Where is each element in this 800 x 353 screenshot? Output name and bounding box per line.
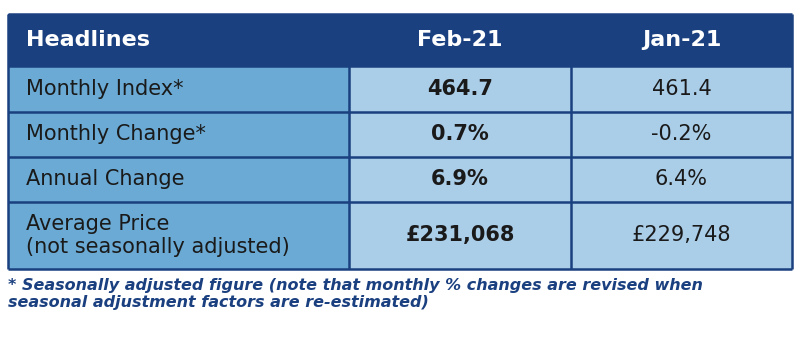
Bar	[8, 157, 349, 202]
Bar	[349, 66, 571, 112]
Bar	[571, 66, 792, 112]
Bar	[8, 14, 792, 66]
Text: 6.4%: 6.4%	[655, 169, 708, 189]
Bar	[8, 66, 349, 112]
Text: £229,748: £229,748	[632, 226, 731, 245]
Text: 464.7: 464.7	[427, 79, 493, 99]
Text: Annual Change: Annual Change	[26, 169, 184, 189]
Text: * Seasonally adjusted figure (note that monthly % changes are revised when
seaso: * Seasonally adjusted figure (note that …	[8, 278, 703, 310]
Text: Monthly Index*: Monthly Index*	[26, 79, 183, 99]
Text: Feb-21: Feb-21	[418, 30, 502, 50]
Text: 461.4: 461.4	[651, 79, 711, 99]
Bar	[571, 112, 792, 157]
Bar	[349, 202, 571, 269]
Text: £231,068: £231,068	[406, 226, 514, 245]
Text: Jan-21: Jan-21	[642, 30, 721, 50]
Bar	[571, 157, 792, 202]
Text: Headlines: Headlines	[26, 30, 150, 50]
Text: 6.9%: 6.9%	[431, 169, 489, 189]
Text: -0.2%: -0.2%	[651, 124, 712, 144]
Text: Average Price
(not seasonally adjusted): Average Price (not seasonally adjusted)	[26, 214, 290, 257]
Bar	[571, 202, 792, 269]
Bar	[8, 202, 349, 269]
Text: Monthly Change*: Monthly Change*	[26, 124, 206, 144]
Bar	[349, 157, 571, 202]
Bar	[8, 112, 349, 157]
Bar	[349, 112, 571, 157]
Text: 0.7%: 0.7%	[431, 124, 489, 144]
